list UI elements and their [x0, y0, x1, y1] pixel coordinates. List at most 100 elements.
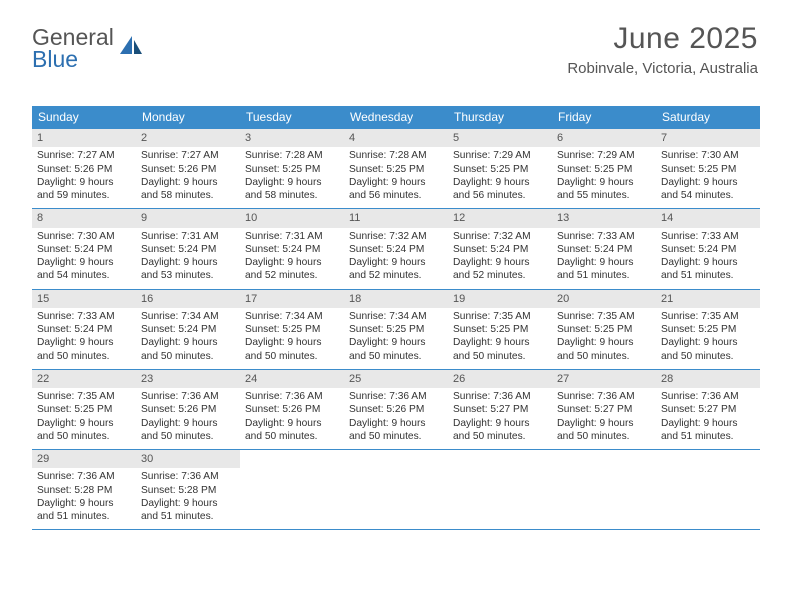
day-header: Friday — [552, 106, 656, 128]
location-label: Robinvale, Victoria, Australia — [567, 60, 758, 77]
sunset-line: Sunset: 5:26 PM — [141, 403, 235, 416]
sunset-line: Sunset: 5:25 PM — [349, 323, 443, 336]
day-number: 2 — [136, 129, 240, 147]
day-body: Sunrise: 7:36 AMSunset: 5:27 PMDaylight:… — [448, 388, 552, 449]
sunset-line: Sunset: 5:26 PM — [349, 403, 443, 416]
day-cell — [656, 450, 760, 529]
daylight-line: Daylight: 9 hours and 52 minutes. — [245, 256, 339, 283]
day-number: 22 — [32, 370, 136, 388]
sunset-line: Sunset: 5:27 PM — [453, 403, 547, 416]
week-row: 1Sunrise: 7:27 AMSunset: 5:26 PMDaylight… — [32, 128, 760, 208]
sunset-line: Sunset: 5:24 PM — [557, 243, 651, 256]
sunrise-line: Sunrise: 7:36 AM — [349, 390, 443, 403]
day-body: Sunrise: 7:35 AMSunset: 5:25 PMDaylight:… — [656, 308, 760, 369]
day-number: 10 — [240, 209, 344, 227]
day-body: Sunrise: 7:34 AMSunset: 5:25 PMDaylight:… — [344, 308, 448, 369]
logo: General Blue — [32, 26, 144, 71]
sunset-line: Sunset: 5:24 PM — [37, 243, 131, 256]
week-row: 22Sunrise: 7:35 AMSunset: 5:25 PMDayligh… — [32, 369, 760, 449]
daylight-line: Daylight: 9 hours and 50 minutes. — [141, 336, 235, 363]
day-body: Sunrise: 7:30 AMSunset: 5:25 PMDaylight:… — [656, 147, 760, 208]
day-number: 25 — [344, 370, 448, 388]
daylight-line: Daylight: 9 hours and 50 minutes. — [557, 417, 651, 444]
sunrise-line: Sunrise: 7:34 AM — [141, 310, 235, 323]
sunset-line: Sunset: 5:25 PM — [245, 323, 339, 336]
sunset-line: Sunset: 5:24 PM — [349, 243, 443, 256]
day-body: Sunrise: 7:28 AMSunset: 5:25 PMDaylight:… — [344, 147, 448, 208]
day-header: Sunday — [32, 106, 136, 128]
day-cell: 10Sunrise: 7:31 AMSunset: 5:24 PMDayligh… — [240, 209, 344, 288]
day-cell: 23Sunrise: 7:36 AMSunset: 5:26 PMDayligh… — [136, 370, 240, 449]
logo-word2: Blue — [32, 48, 114, 71]
day-cell: 22Sunrise: 7:35 AMSunset: 5:25 PMDayligh… — [32, 370, 136, 449]
sunset-line: Sunset: 5:25 PM — [661, 323, 755, 336]
sunset-line: Sunset: 5:27 PM — [557, 403, 651, 416]
day-body: Sunrise: 7:34 AMSunset: 5:24 PMDaylight:… — [136, 308, 240, 369]
day-cell: 16Sunrise: 7:34 AMSunset: 5:24 PMDayligh… — [136, 290, 240, 369]
week-row: 8Sunrise: 7:30 AMSunset: 5:24 PMDaylight… — [32, 208, 760, 288]
day-number: 15 — [32, 290, 136, 308]
sunrise-line: Sunrise: 7:28 AM — [245, 149, 339, 162]
calendar-grid: SundayMondayTuesdayWednesdayThursdayFrid… — [32, 106, 760, 530]
daylight-line: Daylight: 9 hours and 50 minutes. — [245, 336, 339, 363]
day-number: 26 — [448, 370, 552, 388]
day-body: Sunrise: 7:35 AMSunset: 5:25 PMDaylight:… — [448, 308, 552, 369]
day-cell: 8Sunrise: 7:30 AMSunset: 5:24 PMDaylight… — [32, 209, 136, 288]
week-row: 29Sunrise: 7:36 AMSunset: 5:28 PMDayligh… — [32, 449, 760, 530]
day-number: 16 — [136, 290, 240, 308]
day-header: Wednesday — [344, 106, 448, 128]
sunrise-line: Sunrise: 7:36 AM — [557, 390, 651, 403]
daylight-line: Daylight: 9 hours and 50 minutes. — [141, 417, 235, 444]
sunrise-line: Sunrise: 7:35 AM — [453, 310, 547, 323]
sunrise-line: Sunrise: 7:36 AM — [245, 390, 339, 403]
sunrise-line: Sunrise: 7:29 AM — [557, 149, 651, 162]
day-body: Sunrise: 7:27 AMSunset: 5:26 PMDaylight:… — [32, 147, 136, 208]
sunset-line: Sunset: 5:25 PM — [661, 163, 755, 176]
day-number: 5 — [448, 129, 552, 147]
day-body: Sunrise: 7:35 AMSunset: 5:25 PMDaylight:… — [552, 308, 656, 369]
day-cell: 30Sunrise: 7:36 AMSunset: 5:28 PMDayligh… — [136, 450, 240, 529]
sunrise-line: Sunrise: 7:27 AM — [141, 149, 235, 162]
day-body: Sunrise: 7:33 AMSunset: 5:24 PMDaylight:… — [656, 228, 760, 289]
sunrise-line: Sunrise: 7:33 AM — [557, 230, 651, 243]
sunset-line: Sunset: 5:26 PM — [141, 163, 235, 176]
sunset-line: Sunset: 5:26 PM — [245, 403, 339, 416]
sunset-line: Sunset: 5:27 PM — [661, 403, 755, 416]
daylight-line: Daylight: 9 hours and 54 minutes. — [661, 176, 755, 203]
sunrise-line: Sunrise: 7:36 AM — [453, 390, 547, 403]
day-number: 9 — [136, 209, 240, 227]
daylight-line: Daylight: 9 hours and 52 minutes. — [453, 256, 547, 283]
day-cell: 4Sunrise: 7:28 AMSunset: 5:25 PMDaylight… — [344, 129, 448, 208]
day-body: Sunrise: 7:31 AMSunset: 5:24 PMDaylight:… — [136, 228, 240, 289]
sunrise-line: Sunrise: 7:35 AM — [557, 310, 651, 323]
day-body: Sunrise: 7:29 AMSunset: 5:25 PMDaylight:… — [552, 147, 656, 208]
daylight-line: Daylight: 9 hours and 51 minutes. — [141, 497, 235, 524]
week-row: 15Sunrise: 7:33 AMSunset: 5:24 PMDayligh… — [32, 289, 760, 369]
daylight-line: Daylight: 9 hours and 56 minutes. — [349, 176, 443, 203]
day-number: 19 — [448, 290, 552, 308]
day-cell: 7Sunrise: 7:30 AMSunset: 5:25 PMDaylight… — [656, 129, 760, 208]
day-cell: 13Sunrise: 7:33 AMSunset: 5:24 PMDayligh… — [552, 209, 656, 288]
day-body: Sunrise: 7:36 AMSunset: 5:26 PMDaylight:… — [136, 388, 240, 449]
day-number — [240, 450, 344, 468]
sunset-line: Sunset: 5:26 PM — [37, 163, 131, 176]
sunset-line: Sunset: 5:24 PM — [141, 323, 235, 336]
sunrise-line: Sunrise: 7:31 AM — [245, 230, 339, 243]
daylight-line: Daylight: 9 hours and 50 minutes. — [661, 336, 755, 363]
day-number: 18 — [344, 290, 448, 308]
sunrise-line: Sunrise: 7:33 AM — [661, 230, 755, 243]
sunrise-line: Sunrise: 7:27 AM — [37, 149, 131, 162]
day-cell: 27Sunrise: 7:36 AMSunset: 5:27 PMDayligh… — [552, 370, 656, 449]
day-number: 4 — [344, 129, 448, 147]
day-number: 7 — [656, 129, 760, 147]
logo-sail-icon — [118, 34, 144, 63]
sunrise-line: Sunrise: 7:33 AM — [37, 310, 131, 323]
day-body: Sunrise: 7:31 AMSunset: 5:24 PMDaylight:… — [240, 228, 344, 289]
day-header: Thursday — [448, 106, 552, 128]
day-body: Sunrise: 7:33 AMSunset: 5:24 PMDaylight:… — [552, 228, 656, 289]
day-number — [656, 450, 760, 468]
day-body: Sunrise: 7:36 AMSunset: 5:27 PMDaylight:… — [656, 388, 760, 449]
sunset-line: Sunset: 5:25 PM — [557, 323, 651, 336]
day-cell: 28Sunrise: 7:36 AMSunset: 5:27 PMDayligh… — [656, 370, 760, 449]
sunrise-line: Sunrise: 7:28 AM — [349, 149, 443, 162]
